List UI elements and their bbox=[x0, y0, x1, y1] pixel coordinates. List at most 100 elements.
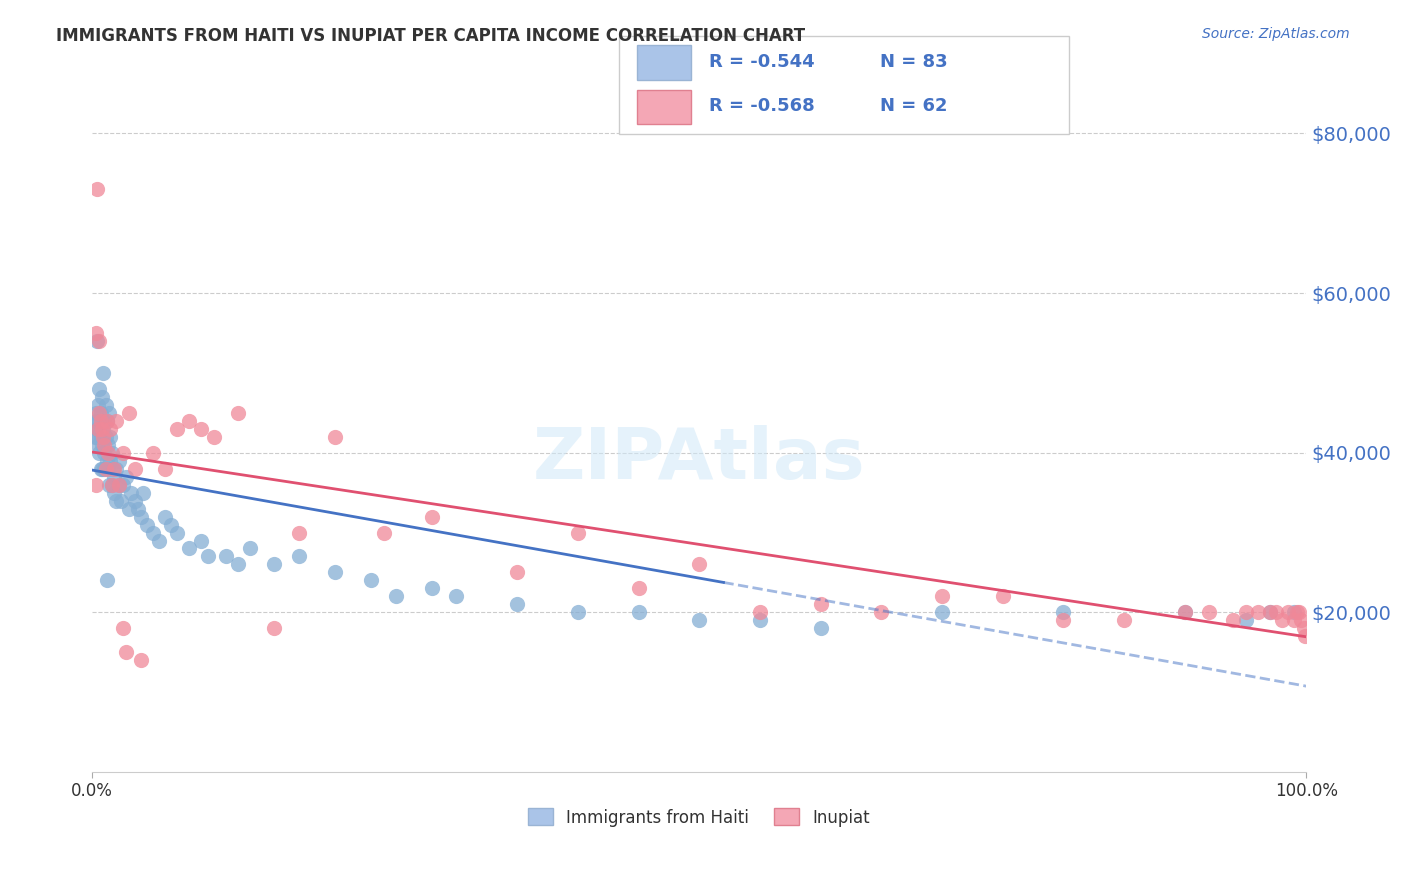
Point bbox=[108, 477, 131, 491]
Point bbox=[84, 477, 107, 491]
Point bbox=[446, 590, 468, 604]
Point bbox=[1222, 613, 1244, 627]
Point bbox=[287, 549, 309, 564]
Point bbox=[91, 430, 114, 444]
Point bbox=[748, 613, 770, 627]
Point bbox=[108, 477, 131, 491]
Text: R = -0.544: R = -0.544 bbox=[709, 54, 814, 71]
Point bbox=[1258, 606, 1281, 620]
Point bbox=[97, 438, 120, 452]
Point bbox=[166, 525, 188, 540]
Point bbox=[1282, 606, 1305, 620]
Point bbox=[373, 525, 395, 540]
Point bbox=[89, 382, 111, 396]
Point bbox=[135, 517, 157, 532]
Point bbox=[111, 445, 134, 459]
Point bbox=[153, 509, 176, 524]
Point bbox=[117, 501, 139, 516]
Point bbox=[120, 485, 142, 500]
Point bbox=[190, 533, 212, 548]
Point bbox=[100, 430, 122, 444]
Point bbox=[1174, 606, 1197, 620]
Point bbox=[991, 590, 1014, 604]
Point bbox=[86, 430, 108, 444]
Point bbox=[160, 517, 183, 532]
Point bbox=[94, 398, 117, 412]
Point bbox=[179, 541, 201, 556]
Point bbox=[91, 366, 114, 380]
Point bbox=[89, 406, 111, 420]
Point bbox=[93, 414, 115, 428]
Point bbox=[111, 621, 134, 635]
Point bbox=[1291, 613, 1313, 627]
Point bbox=[90, 438, 112, 452]
Point bbox=[567, 606, 589, 620]
FancyBboxPatch shape bbox=[637, 90, 690, 124]
Point bbox=[115, 645, 138, 659]
Point bbox=[810, 598, 832, 612]
Point bbox=[1277, 606, 1299, 620]
FancyBboxPatch shape bbox=[619, 36, 1069, 134]
Point bbox=[166, 422, 188, 436]
Point bbox=[105, 493, 128, 508]
Point bbox=[142, 525, 165, 540]
Point bbox=[97, 461, 120, 475]
Point bbox=[117, 406, 139, 420]
Point bbox=[420, 582, 443, 596]
Point bbox=[1174, 606, 1197, 620]
Point bbox=[93, 461, 115, 475]
Point bbox=[202, 430, 225, 444]
Point bbox=[100, 422, 122, 436]
Point bbox=[103, 469, 125, 483]
Point bbox=[1234, 613, 1257, 627]
Point bbox=[105, 414, 128, 428]
Point bbox=[91, 422, 114, 436]
Point bbox=[870, 606, 893, 620]
Point bbox=[226, 406, 249, 420]
Point bbox=[105, 461, 128, 475]
Point bbox=[110, 493, 132, 508]
Point bbox=[931, 606, 953, 620]
Point bbox=[506, 566, 529, 580]
Point bbox=[100, 477, 122, 491]
Point bbox=[748, 606, 770, 620]
Point bbox=[323, 430, 346, 444]
Text: N = 83: N = 83 bbox=[880, 54, 948, 71]
Point bbox=[810, 621, 832, 635]
Point bbox=[90, 430, 112, 444]
Point bbox=[87, 398, 110, 412]
Text: ZIPAtlas: ZIPAtlas bbox=[533, 425, 866, 494]
Point bbox=[129, 653, 152, 667]
Point bbox=[84, 406, 107, 420]
Point bbox=[124, 493, 146, 508]
Point bbox=[97, 445, 120, 459]
Point bbox=[360, 574, 382, 588]
Point bbox=[179, 414, 201, 428]
Point bbox=[197, 549, 219, 564]
FancyBboxPatch shape bbox=[637, 45, 690, 80]
Point bbox=[148, 533, 170, 548]
Legend: Immigrants from Haiti, Inupiat: Immigrants from Haiti, Inupiat bbox=[522, 802, 877, 833]
Point bbox=[86, 182, 108, 196]
Point bbox=[1198, 606, 1220, 620]
Point bbox=[93, 445, 115, 459]
Point bbox=[1271, 613, 1294, 627]
Text: Source: ZipAtlas.com: Source: ZipAtlas.com bbox=[1202, 27, 1350, 41]
Text: N = 62: N = 62 bbox=[880, 97, 948, 115]
Point bbox=[90, 390, 112, 404]
Point bbox=[86, 422, 108, 436]
Point bbox=[96, 453, 118, 467]
Point bbox=[323, 566, 346, 580]
Point bbox=[1052, 613, 1074, 627]
Point bbox=[89, 422, 111, 436]
Point bbox=[1294, 629, 1316, 643]
Point bbox=[215, 549, 238, 564]
Point bbox=[100, 453, 122, 467]
Point bbox=[89, 334, 111, 348]
Point bbox=[153, 461, 176, 475]
Point bbox=[567, 525, 589, 540]
Point bbox=[1258, 606, 1281, 620]
Point bbox=[94, 430, 117, 444]
Point bbox=[84, 414, 107, 428]
Point bbox=[108, 453, 131, 467]
